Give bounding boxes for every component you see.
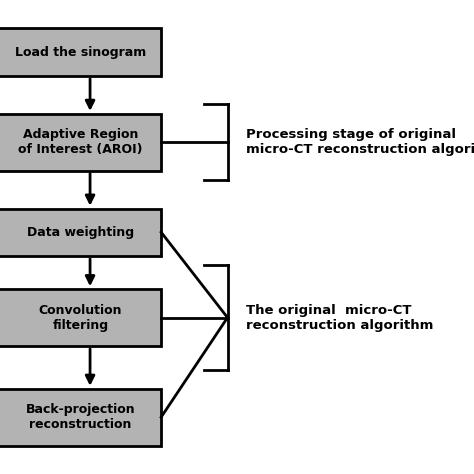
FancyBboxPatch shape — [0, 389, 161, 446]
Text: Processing stage of original
micro-CT reconstruction algorithm: Processing stage of original micro-CT re… — [246, 128, 474, 156]
FancyBboxPatch shape — [0, 289, 161, 346]
Text: Convolution
filtering: Convolution filtering — [39, 303, 122, 332]
FancyBboxPatch shape — [0, 209, 161, 256]
Text: The original  micro-CT
reconstruction algorithm: The original micro-CT reconstruction alg… — [246, 303, 434, 332]
Text: Back-projection
reconstruction: Back-projection reconstruction — [26, 403, 136, 431]
Text: Data weighting: Data weighting — [27, 226, 134, 239]
FancyBboxPatch shape — [0, 28, 161, 76]
Text: Load the sinogram: Load the sinogram — [15, 46, 146, 59]
FancyBboxPatch shape — [0, 114, 161, 171]
Text: Adaptive Region
of Interest (AROI): Adaptive Region of Interest (AROI) — [18, 128, 143, 156]
